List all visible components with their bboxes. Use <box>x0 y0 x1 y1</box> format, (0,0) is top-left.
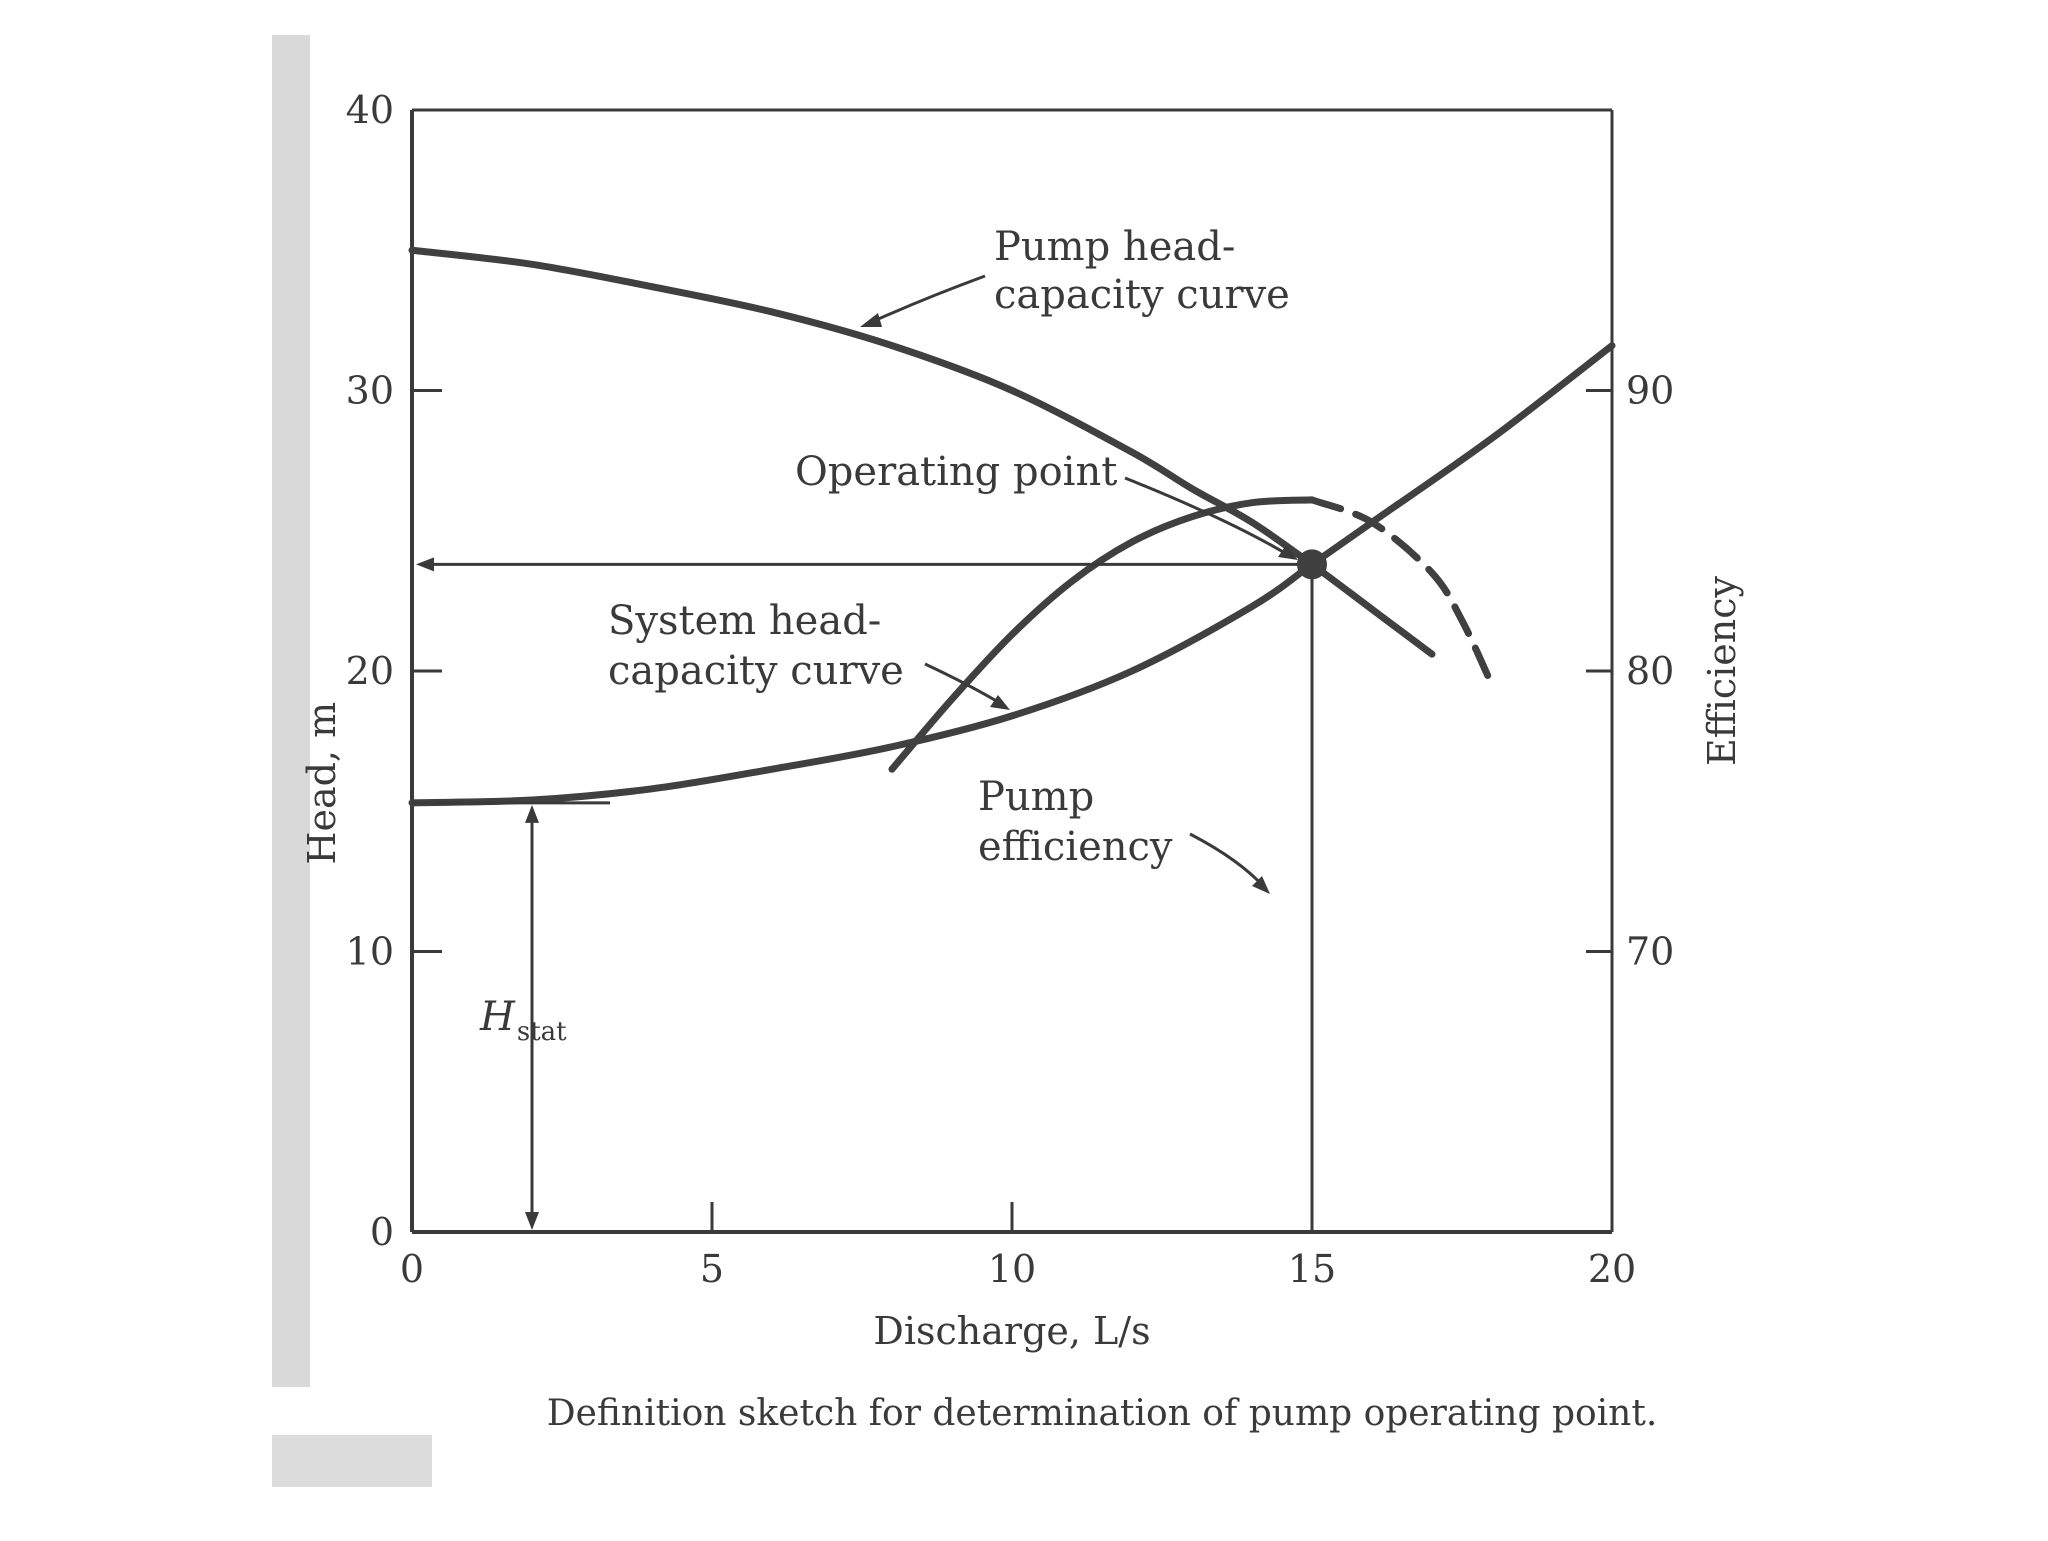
x-tick-label: 5 <box>700 1247 724 1291</box>
system-curve-leader-arrowhead <box>990 695 1010 710</box>
system-curve-label-line1: System head- <box>608 598 881 644</box>
y-axis-label: Head, m <box>300 702 344 865</box>
axes-group: 0 5 10 15 20 0 10 20 30 40 70 80 90 Discharge, L/s Hea… <box>300 88 1744 1353</box>
y2-tick-label: 70 <box>1626 930 1674 974</box>
h-stat-arrowhead-top <box>525 804 539 823</box>
x-tick-label: 15 <box>1288 1247 1336 1291</box>
y2-axis-label: Efficiency <box>1700 575 1744 766</box>
y2-tick-label: 80 <box>1626 649 1674 693</box>
h-stat-arrowhead-bottom <box>525 1212 539 1230</box>
operating-point-leader <box>1124 476 1291 558</box>
operating-head-arrowhead <box>416 557 434 572</box>
x-tick-label: 0 <box>400 1247 424 1291</box>
system-head-capacity-curve-line <box>408 342 1616 807</box>
y-tick-label: 20 <box>346 649 394 693</box>
operating-point-label: Operating point <box>795 449 1117 495</box>
y-tick-label: 10 <box>346 930 394 974</box>
page-shadow-bottom <box>272 1435 432 1487</box>
curves-group <box>408 246 1616 807</box>
h-stat-subscript: stat <box>517 1017 567 1047</box>
efficiency-label-line2: efficiency <box>978 824 1173 870</box>
pump-efficiency-line <box>888 496 1316 773</box>
y-tick-label: 40 <box>346 88 394 132</box>
y-tick-label: 30 <box>346 369 394 413</box>
y2-tick-label: 90 <box>1626 369 1674 413</box>
x-tick-label: 10 <box>988 1247 1036 1291</box>
x-tick-label: 20 <box>1588 1247 1636 1291</box>
efficiency-leader-arrowhead <box>1252 876 1270 894</box>
figure-caption: Definition sketch for determination of p… <box>547 1393 1658 1434</box>
pump-curve-label-line2: capacity curve <box>994 272 1290 318</box>
efficiency-leader <box>1189 832 1267 889</box>
pump-efficiency-line <box>1308 496 1496 689</box>
pump-curve-leader <box>864 274 986 327</box>
operating-point-marker <box>1297 549 1327 580</box>
h-stat-label: Hstat <box>479 994 567 1047</box>
system-curve-leader <box>924 662 1006 708</box>
x-axis-label: Discharge, L/s <box>873 1309 1150 1353</box>
pump-curve-leader-arrowhead <box>860 313 882 327</box>
operating-point-leader-arrowhead <box>1278 545 1298 560</box>
system-curve-label-line2: capacity curve <box>608 648 904 694</box>
y-tick-label: 0 <box>370 1210 394 1254</box>
efficiency-label-line1: Pump <box>978 774 1094 820</box>
annotations-group: Hstat Pump head-capacity curve Operating p… <box>412 224 1327 1232</box>
page-shadow <box>272 35 310 1387</box>
pump-curve-label-line1: Pump head- <box>994 224 1235 270</box>
